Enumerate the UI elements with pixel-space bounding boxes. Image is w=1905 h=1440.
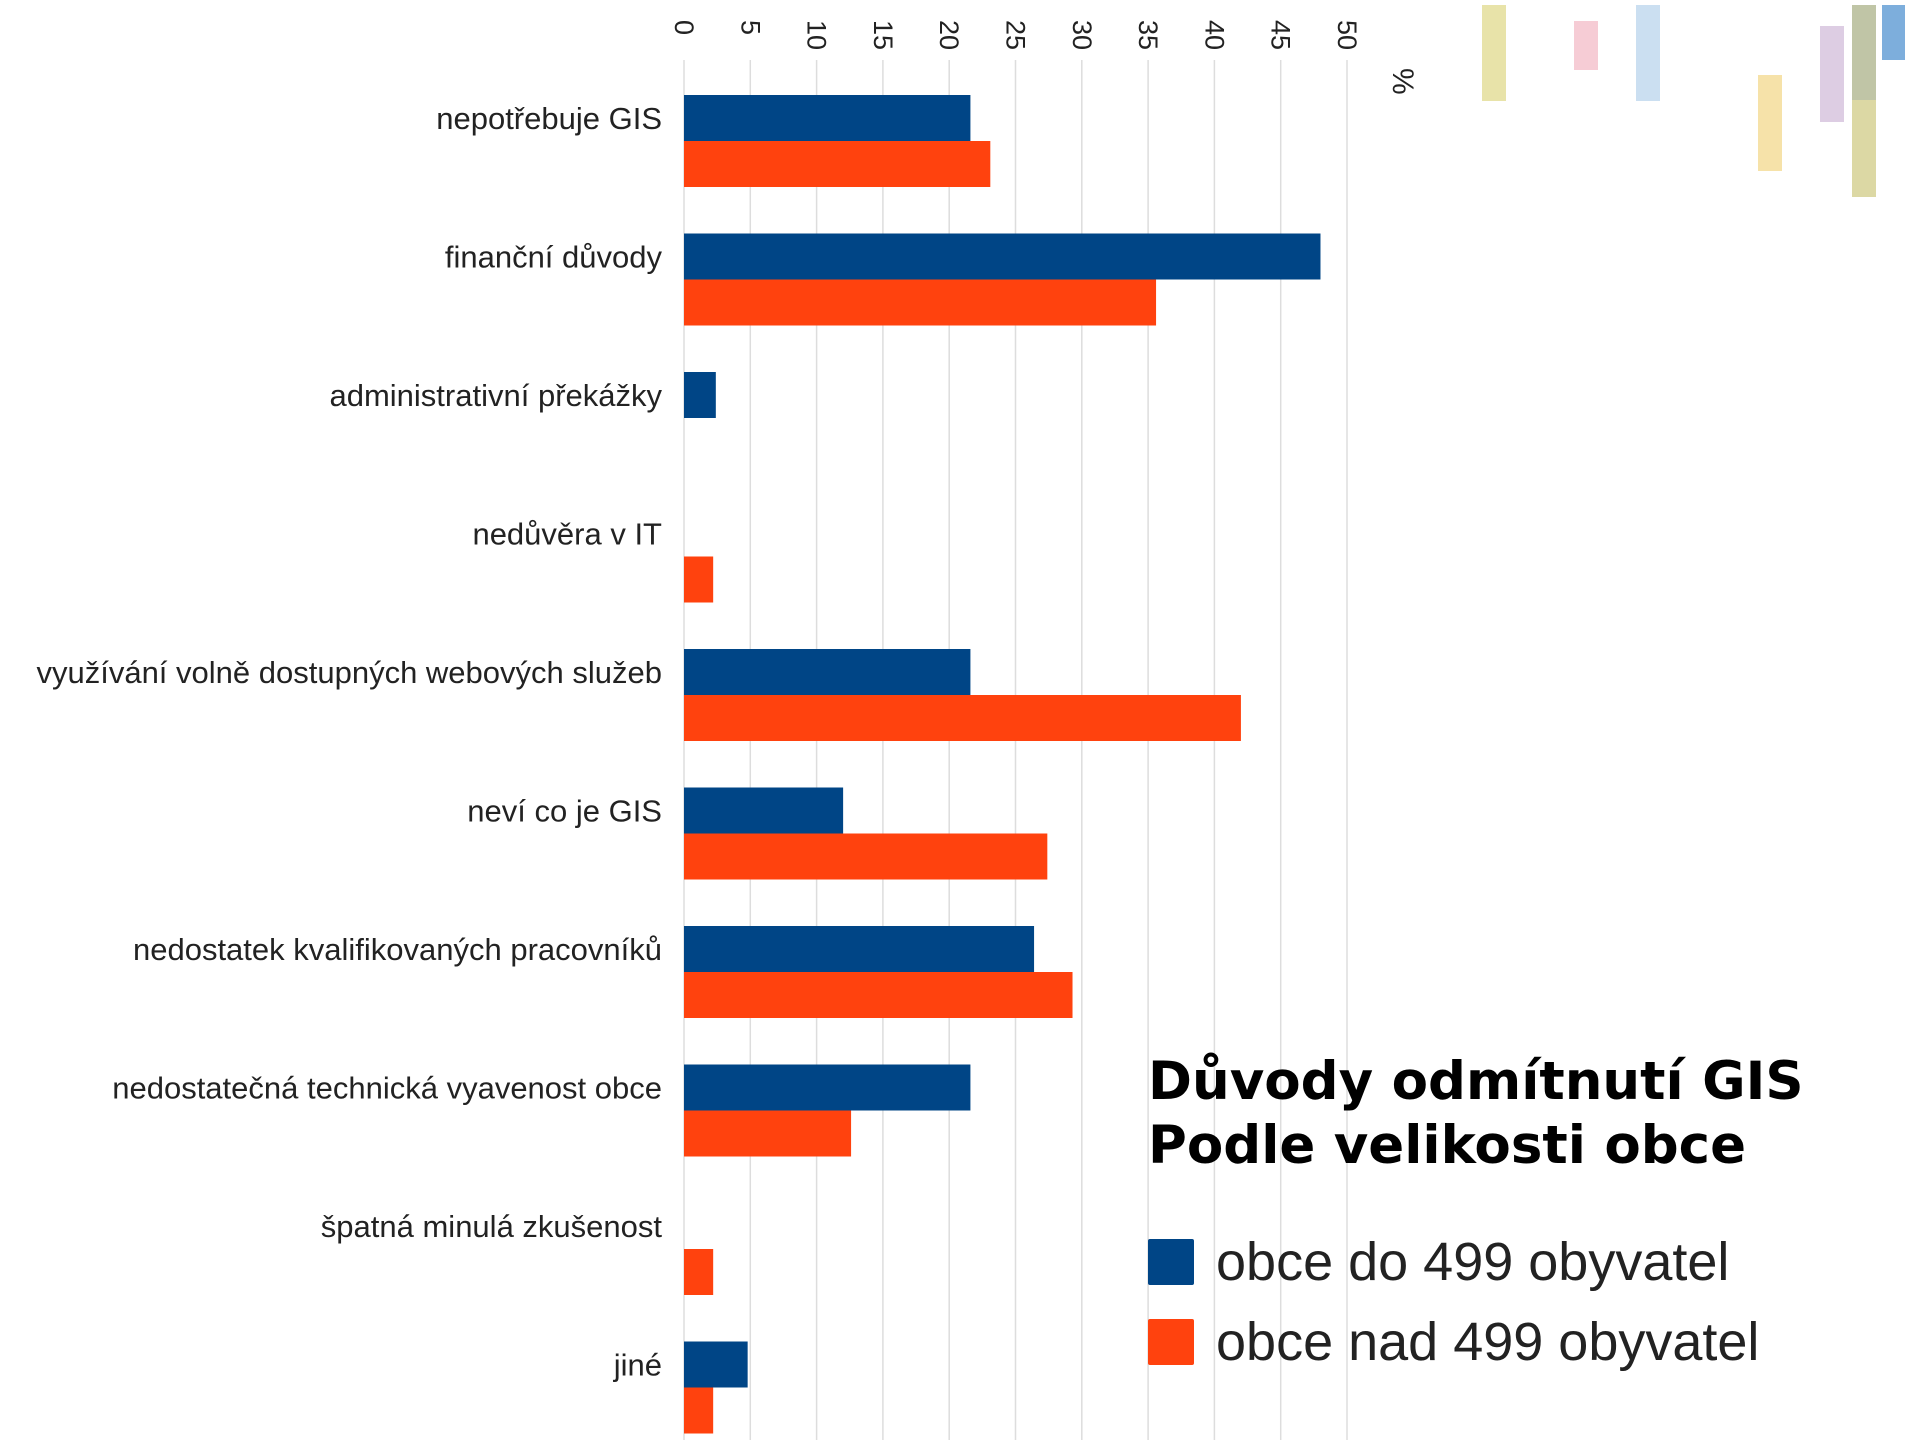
bar-large-municipalities	[684, 1387, 714, 1434]
bar-large-municipalities	[684, 141, 991, 187]
bar-large-municipalities	[684, 556, 714, 603]
bar-large-municipalities	[684, 833, 1048, 880]
x-tick-label: 10	[802, 20, 832, 50]
bar-small-municipalities	[684, 787, 844, 834]
bar-small-municipalities	[684, 1341, 748, 1388]
x-tick-label: 50	[1332, 20, 1362, 50]
x-tick-label: 0	[669, 20, 699, 35]
bar-large-municipalities	[684, 1110, 852, 1157]
chart-subtitle: Podle velikosti obce	[1148, 1115, 1747, 1176]
x-tick-label: 35	[1133, 20, 1163, 50]
category-labels: nepotřebuje GIS finanční důvody administra…	[36, 101, 662, 1383]
bar-large-municipalities	[684, 1249, 714, 1295]
bar-small-municipalities	[684, 926, 1035, 972]
x-tick-label: 5	[735, 20, 765, 35]
bar-large-municipalities	[684, 279, 1157, 326]
legend-item-small-municipalities: obce do 499 obyvatel	[1148, 1222, 1759, 1302]
legend: obce do 499 obyvatel obce nad 499 obyvat…	[1148, 1222, 1759, 1382]
category-label: finanční důvody	[445, 240, 663, 275]
x-tick-label: 15	[868, 20, 898, 50]
bar-small-municipalities	[684, 372, 716, 418]
chart-title: Důvody odmítnutí GIS	[1148, 1051, 1804, 1112]
category-label: nedostatek kvalifikovaných pracovníků	[133, 932, 662, 967]
category-label: jiné	[613, 1348, 662, 1383]
category-label: administrativní překážky	[329, 378, 662, 413]
category-label: neví co je GIS	[467, 794, 662, 829]
bar-small-municipalities	[684, 1064, 971, 1111]
x-tick-label: 30	[1067, 20, 1097, 50]
x-tick-label: 40	[1199, 20, 1229, 50]
category-label: nepotřebuje GIS	[436, 101, 662, 136]
category-label: využívání volně dostupných webových služ…	[36, 655, 662, 690]
category-label: nedůvěra v IT	[472, 517, 662, 552]
bars	[684, 95, 1321, 1434]
bar-large-municipalities	[684, 972, 1073, 1018]
bar-small-municipalities	[684, 233, 1321, 280]
bar-small-municipalities	[684, 95, 971, 141]
category-label: špatná minulá zkušenost	[321, 1209, 663, 1244]
legend-label: obce do 499 obyvatel	[1216, 1232, 1730, 1292]
x-tick-label: 20	[934, 20, 964, 50]
category-label: nedostatečná technická vyavenost obce	[112, 1071, 662, 1106]
x-axis-ticks: 0 5 10 15 20 25 30 35 40 45 50	[669, 20, 1362, 50]
legend-item-large-municipalities: obce nad 499 obyvatel	[1148, 1302, 1759, 1382]
x-axis-unit-label: %	[1386, 68, 1419, 95]
bar-small-municipalities	[684, 649, 971, 695]
chart-title-block: Důvody odmítnutí GIS Podle velikosti obc…	[1148, 1050, 1888, 1178]
legend-swatch-orange	[1148, 1319, 1194, 1365]
bar-large-municipalities	[684, 695, 1241, 741]
x-tick-label: 25	[1001, 20, 1031, 50]
x-tick-label: 45	[1266, 20, 1296, 50]
legend-label: obce nad 499 obyvatel	[1216, 1312, 1760, 1372]
legend-swatch-blue	[1148, 1239, 1194, 1285]
